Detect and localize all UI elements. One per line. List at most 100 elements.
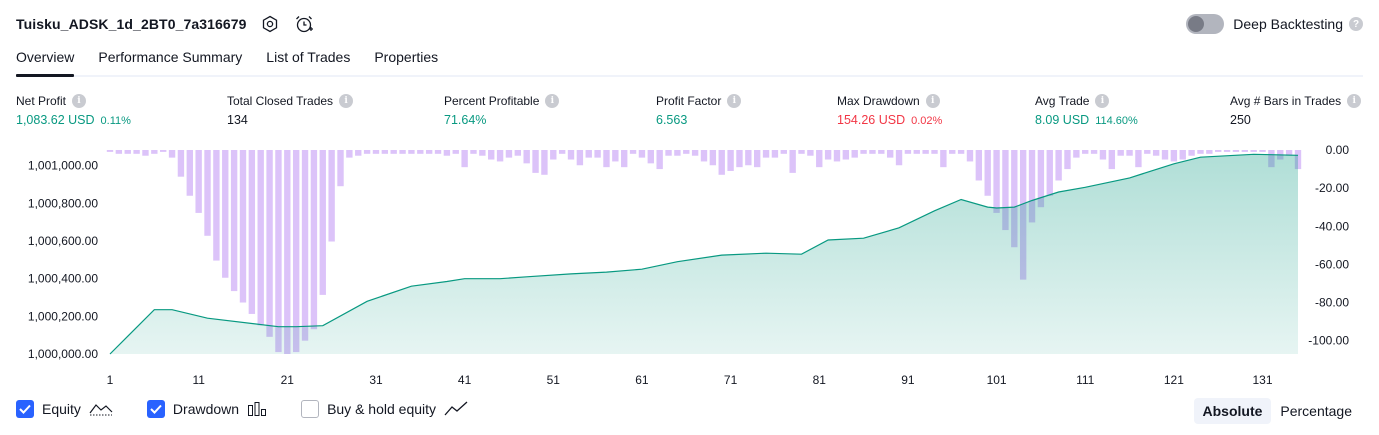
metric-value: 250: [1230, 113, 1251, 127]
drawdown-bar: [949, 150, 955, 154]
drawdown-bar: [710, 150, 716, 165]
info-icon[interactable]: i: [72, 94, 86, 108]
drawdown-bar: [967, 150, 973, 161]
drawdown-bar: [550, 150, 556, 160]
metric-value: 6.563: [656, 113, 687, 127]
drawdown-bar: [142, 150, 148, 156]
drawdown-bar: [488, 150, 494, 160]
metric-label: Net Profit: [16, 94, 66, 108]
drawdown-bar: [719, 150, 725, 175]
drawdown-bar: [506, 150, 512, 158]
drawdown-bar: [656, 150, 662, 169]
drawdown-bar: [1055, 150, 1061, 181]
drawdown-bar: [1073, 150, 1079, 158]
info-icon[interactable]: i: [727, 94, 741, 108]
absolute-button[interactable]: Absolute: [1194, 398, 1272, 424]
drawdown-bar: [1153, 150, 1159, 156]
info-icon[interactable]: i: [339, 94, 353, 108]
drawdown-bar: [532, 150, 538, 173]
drawdown-bar: [373, 150, 379, 154]
y-right-tick-label: -40.00: [1315, 219, 1349, 233]
drawdown-bar: [391, 150, 397, 154]
drawdown-bar: [1100, 150, 1106, 160]
tab-properties[interactable]: Properties: [374, 44, 438, 75]
drawdown-bar: [1091, 150, 1097, 154]
settings-icon[interactable]: [259, 13, 281, 35]
drawdown-bar: [807, 150, 813, 156]
drawdown-bar: [1180, 150, 1186, 160]
tab-performance-summary[interactable]: Performance Summary: [98, 44, 242, 75]
drawdown-bar: [727, 150, 733, 171]
y-left-tick-label: 1,000,800.00: [28, 196, 98, 210]
metric-percent: 114.60%: [1095, 115, 1138, 127]
drawdown-checkbox[interactable]: [147, 400, 165, 418]
drawdown-bar: [1144, 150, 1150, 154]
info-icon[interactable]: i: [1347, 94, 1361, 108]
percentage-button[interactable]: Percentage: [1271, 398, 1361, 424]
buy-hold-checkbox[interactable]: [301, 400, 319, 418]
equity-drawdown-chart[interactable]: 1 11 21 31 41 51 61 71 81 91 101 111 121 1311,000,000…: [0, 138, 1379, 390]
drawdown-bar: [860, 150, 866, 154]
info-icon[interactable]: i: [926, 94, 940, 108]
drawdown-bar: [195, 150, 201, 213]
equity-checkbox[interactable]: [16, 400, 34, 418]
x-tick-label: 41: [458, 373, 472, 387]
drawdown-bar: [683, 150, 689, 154]
metric-label: Total Closed Trades: [227, 94, 333, 108]
info-icon[interactable]: i: [1095, 94, 1109, 108]
deep-backtesting: Deep Backtesting ?: [1186, 12, 1363, 36]
drawdown-bar: [639, 150, 645, 158]
legend-drawdown[interactable]: Drawdown: [147, 400, 267, 418]
drawdown-bar: [231, 150, 237, 291]
drawdown-bar: [1242, 150, 1248, 152]
deep-backtesting-toggle[interactable]: [1186, 14, 1224, 34]
drawdown-bar: [1109, 150, 1115, 169]
drawdown-bar: [311, 150, 317, 329]
drawdown-bar: [781, 150, 787, 154]
drawdown-bar: [922, 150, 928, 154]
drawdown-bar: [993, 150, 999, 213]
drawdown-bar: [240, 150, 246, 303]
metric-max-drawdown: Max Drawdown i 154.26 USD 0.02%: [837, 93, 942, 129]
tab-list-of-trades[interactable]: List of Trades: [266, 44, 350, 75]
drawdown-bar: [843, 150, 849, 160]
drawdown-bar: [355, 150, 361, 156]
drawdown-bar: [320, 150, 326, 295]
alarm-clock-icon[interactable]: [293, 13, 315, 35]
chart-legend: Equity Drawdown Buy & hold equity: [16, 400, 502, 418]
help-icon[interactable]: ?: [1349, 17, 1363, 31]
y-right-tick-label: -100.00: [1308, 334, 1349, 348]
drawdown-bar: [958, 150, 964, 154]
legend-equity[interactable]: Equity: [16, 400, 113, 418]
legend-label: Drawdown: [173, 401, 239, 417]
drawdown-bar: [160, 150, 166, 152]
legend-buy-hold-equity[interactable]: Buy & hold equity: [301, 400, 468, 418]
drawdown-bar: [461, 150, 467, 167]
drawdown-bar: [399, 150, 405, 154]
equity-line-icon: [89, 401, 113, 417]
drawdown-bar: [594, 150, 600, 158]
x-tick-label: 61: [635, 373, 649, 387]
drawdown-bar: [249, 150, 255, 314]
tab-overview[interactable]: Overview: [16, 44, 74, 75]
drawdown-bar: [1171, 150, 1177, 161]
drawdown-bar: [1215, 150, 1221, 152]
drawdown-bar: [408, 150, 414, 154]
drawdown-bar: [736, 150, 742, 167]
drawdown-bar: [426, 150, 432, 154]
x-tick-label: 31: [369, 373, 383, 387]
x-tick-label: 131: [1252, 373, 1272, 387]
drawdown-bar: [382, 150, 388, 154]
drawdown-bar: [603, 150, 609, 167]
drawdown-bar: [887, 150, 893, 158]
drawdown-bar: [293, 150, 299, 352]
x-tick-label: 51: [547, 373, 561, 387]
drawdown-bar: [1206, 150, 1212, 154]
info-icon[interactable]: i: [545, 94, 559, 108]
drawdown-bar: [612, 150, 618, 161]
drawdown-bar: [852, 150, 858, 158]
drawdown-bar: [834, 150, 840, 161]
metric-avg-trade: Avg Trade i 8.09 USD 114.60%: [1035, 93, 1138, 129]
drawdown-bar: [169, 150, 175, 158]
drawdown-bar: [648, 150, 654, 163]
